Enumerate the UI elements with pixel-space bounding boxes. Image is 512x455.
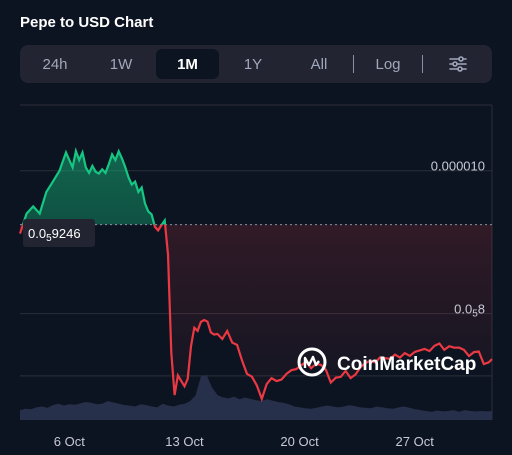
price-line-below <box>18 224 493 403</box>
x-axis-tick-label: 27 Oct <box>396 434 435 449</box>
sliders-icon[interactable] <box>448 54 468 74</box>
chart-title: Pepe to USD Chart <box>20 14 154 31</box>
y-axis-tick-label: 0.000010 <box>431 159 485 174</box>
tab-1y[interactable]: 1Y <box>243 55 263 73</box>
price-line-above <box>21 147 167 225</box>
area-above-baseline <box>22 151 166 225</box>
current-price-tag: 0.059246 <box>23 219 95 247</box>
x-axis-tick-label: 13 Oct <box>165 434 204 449</box>
toolbar-divider <box>422 55 423 73</box>
tab-log[interactable]: Log <box>375 55 401 73</box>
toolbar-divider <box>353 55 354 73</box>
area-below-baseline <box>20 224 492 399</box>
tab-24h[interactable]: 24h <box>42 55 68 73</box>
tab-1w[interactable]: 1W <box>109 55 133 73</box>
volume-area <box>20 375 492 420</box>
y-axis-tick-label: 0.058 <box>454 302 485 320</box>
watermark-text: CoinMarketCap <box>337 354 476 375</box>
x-axis-tick-label: 6 Oct <box>54 434 85 449</box>
timeframe-toolbar: 24h 1W 1M 1Y All Log <box>20 45 492 83</box>
coinmarketcap-logo-icon <box>297 347 327 377</box>
tab-all[interactable]: All <box>310 55 328 73</box>
volume-area-shape <box>20 375 492 420</box>
current-price-label: 0.059246 <box>28 226 81 244</box>
watermark: CoinMarketCap <box>297 347 476 377</box>
tab-1m[interactable]: 1M <box>156 49 219 79</box>
x-axis-tick-label: 20 Oct <box>280 434 319 449</box>
